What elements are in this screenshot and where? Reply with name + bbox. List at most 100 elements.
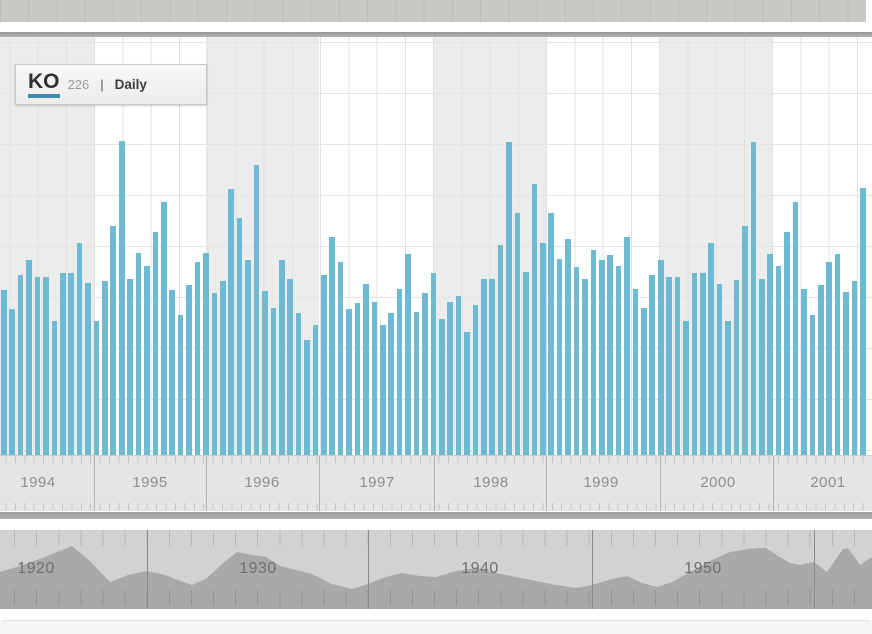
- year-label: 2000: [700, 474, 736, 491]
- bar: [775, 266, 782, 455]
- bar: [750, 142, 757, 455]
- bar: [742, 226, 748, 455]
- bar: [295, 313, 302, 455]
- bar: [85, 283, 91, 455]
- bar: [506, 142, 512, 455]
- bar: [674, 277, 681, 455]
- lower-panel-top-edge: [0, 620, 872, 634]
- pane-splitter-top[interactable]: [0, 32, 872, 37]
- bar: [817, 285, 824, 455]
- bar: [253, 165, 260, 455]
- bar: [346, 309, 352, 455]
- bar: [598, 260, 605, 455]
- bar: [135, 253, 142, 455]
- year-ticks-bottom: [0, 590, 872, 606]
- timeline-navigator[interactable]: 1920 1930 1940 1950: [0, 530, 872, 609]
- bar: [396, 289, 403, 455]
- bar: [531, 184, 538, 455]
- bar: [422, 293, 428, 455]
- bar: [26, 260, 32, 455]
- bar: [792, 202, 799, 455]
- bar: [826, 262, 832, 455]
- upper-pane-bottom-edge: [0, 0, 872, 22]
- bar: [615, 266, 622, 455]
- year-label: 1998: [473, 474, 509, 491]
- decade-separator: [814, 530, 815, 609]
- legend-separator: |: [100, 77, 104, 92]
- year-label: 1995: [132, 474, 168, 491]
- price-bars[interactable]: [1, 37, 867, 455]
- bar: [9, 309, 16, 455]
- bar: [447, 302, 453, 455]
- bar: [438, 319, 445, 455]
- bar: [169, 290, 176, 455]
- bar: [523, 272, 529, 455]
- bar: [489, 279, 496, 455]
- bar: [270, 308, 277, 455]
- bar: [76, 243, 83, 455]
- bar: [649, 275, 656, 455]
- bar: [329, 237, 336, 455]
- decade-separator: [592, 530, 593, 609]
- bar: [287, 279, 293, 455]
- bar: [278, 260, 285, 455]
- year-separator: [94, 456, 95, 511]
- bar: [177, 315, 184, 455]
- bar: [405, 254, 411, 455]
- bar: [144, 266, 150, 455]
- symbol-ticker[interactable]: KO: [28, 71, 60, 98]
- bar: [691, 273, 698, 455]
- bar: [565, 239, 571, 455]
- month-ticks-bottom: [0, 503, 872, 510]
- bar: [337, 262, 344, 455]
- bar: [860, 188, 866, 455]
- bar: [607, 255, 613, 455]
- symbol-legend[interactable]: KO 226 | Daily: [15, 64, 207, 105]
- pane-splitter-bottom[interactable]: [0, 511, 872, 519]
- bar: [481, 279, 487, 455]
- bar: [716, 284, 723, 455]
- year-label: 1999: [583, 474, 619, 491]
- bar: [430, 273, 437, 455]
- month-ticks-top: [0, 456, 872, 463]
- navigator-area-chart: [0, 546, 872, 609]
- bar: [245, 260, 251, 455]
- decade-label: 1920: [17, 560, 55, 577]
- bar: [758, 279, 765, 455]
- bar: [632, 289, 639, 455]
- bar: [59, 273, 66, 455]
- year-label: 1997: [359, 474, 395, 491]
- year-label: 1996: [244, 474, 280, 491]
- pane-gap: [0, 22, 872, 32]
- bar: [110, 226, 117, 455]
- bar: [194, 262, 201, 455]
- bar: [809, 315, 816, 455]
- year-ticks-top: [0, 530, 872, 546]
- bar: [851, 281, 858, 455]
- bar: [228, 189, 234, 455]
- decade-label: 1940: [461, 560, 499, 577]
- decade-label: 1930: [239, 560, 277, 577]
- bar: [1, 290, 7, 455]
- bar: [371, 302, 378, 455]
- main-time-axis[interactable]: 1994 1995 1996 1997 1998 1999 2000 2001: [0, 455, 872, 511]
- pane-gap: [0, 519, 872, 530]
- bar: [455, 296, 462, 455]
- bar: [708, 243, 715, 455]
- year-separator: [434, 456, 435, 511]
- bar: [161, 202, 167, 455]
- bar: [767, 254, 773, 455]
- bar: [304, 340, 310, 455]
- bar: [801, 289, 807, 455]
- bar: [127, 279, 133, 455]
- bar: [472, 305, 479, 455]
- bar: [43, 277, 49, 455]
- bar: [641, 308, 647, 455]
- main-chart-pane[interactable]: KO 226 | Daily: [0, 37, 872, 455]
- year-label: 1994: [20, 474, 56, 491]
- timeframe-label[interactable]: Daily: [114, 77, 147, 92]
- bar: [843, 292, 849, 455]
- bar: [354, 303, 361, 455]
- bar: [834, 254, 841, 455]
